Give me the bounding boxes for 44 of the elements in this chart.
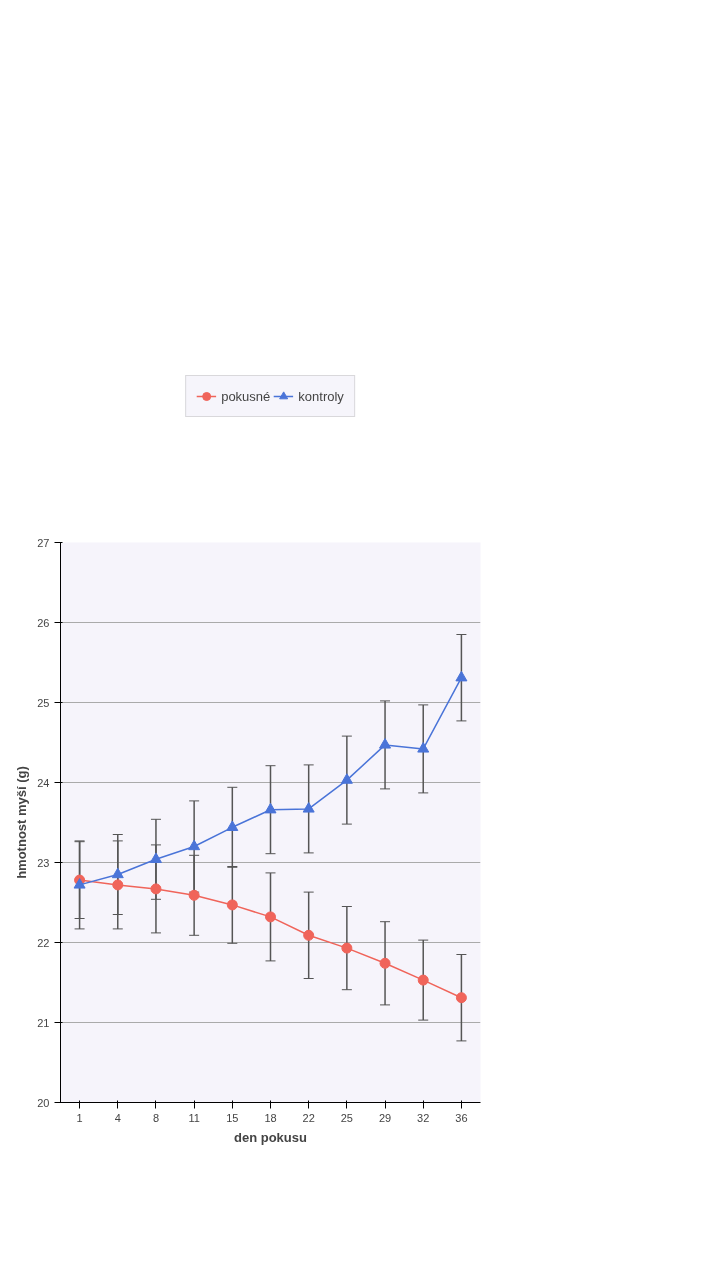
x-tick-label: 32 [417, 1111, 430, 1124]
y-tick-label: 24 [37, 776, 50, 789]
y-tick-label: 20 [37, 1096, 50, 1109]
point [417, 742, 430, 753]
x-tick-label: 11 [188, 1111, 200, 1124]
point [149, 852, 162, 863]
point [417, 974, 429, 986]
point [302, 802, 315, 813]
point [455, 670, 468, 682]
point [226, 899, 238, 911]
legend-label: pokusné [221, 388, 271, 404]
point [455, 992, 467, 1004]
x-tick-label: 22 [302, 1111, 315, 1124]
y-tick-label: 27 [37, 536, 50, 549]
point [379, 957, 391, 969]
point [73, 878, 86, 889]
y-tick-label: 26 [37, 616, 50, 629]
x-tick-label: 15 [226, 1111, 239, 1124]
y-tick-label: 23 [37, 856, 50, 869]
point [226, 820, 239, 831]
point [340, 773, 353, 784]
y-tick-label: 21 [37, 1016, 50, 1029]
x-tick-label: 4 [114, 1111, 121, 1124]
legend-label: kontroly [298, 388, 344, 404]
x-tick-label: 1 [76, 1111, 83, 1124]
point [111, 867, 124, 879]
x-tick-label: 25 [340, 1111, 353, 1124]
y-tick-label: 22 [37, 936, 50, 949]
point [188, 889, 200, 901]
point [341, 942, 353, 954]
x-tick-label: 18 [264, 1111, 277, 1124]
y-tick-label: 25 [37, 696, 50, 709]
point [150, 883, 162, 895]
point [379, 738, 392, 749]
x-axis-title: den pokusu [234, 1129, 308, 1145]
point [188, 839, 201, 851]
point [264, 802, 277, 814]
point [112, 879, 124, 891]
point [303, 929, 315, 941]
x-tick-label: 36 [455, 1111, 468, 1124]
y-axis-title: hmotnost myší (g) [14, 766, 30, 879]
x-tick-label: 29 [378, 1111, 392, 1124]
point [265, 911, 276, 923]
x-tick-label: 8 [152, 1111, 160, 1124]
